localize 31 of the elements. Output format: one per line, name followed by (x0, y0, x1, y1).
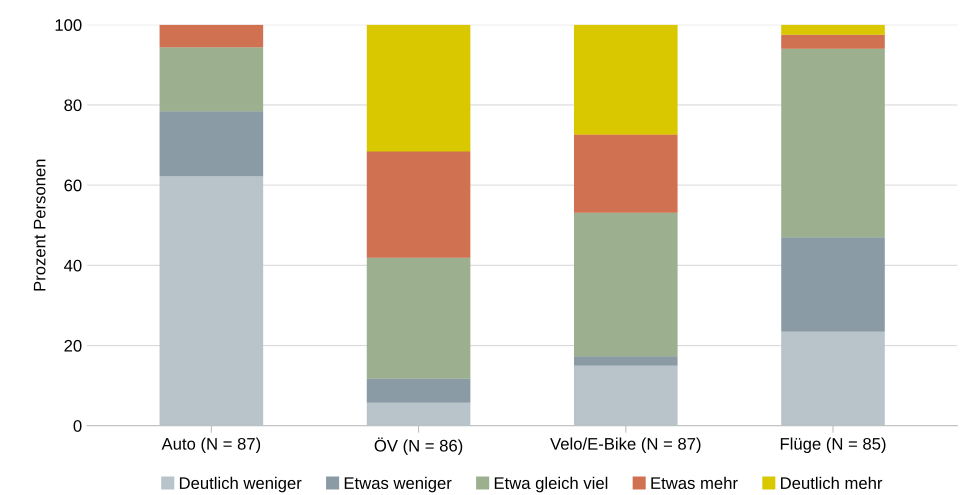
bar (366, 151, 470, 258)
legend-label: Etwas weniger (344, 476, 452, 492)
bar (366, 378, 470, 402)
legend-label: Deutlich mehr (781, 476, 882, 490)
y-tick-label: 20 (64, 340, 82, 352)
y-tick-label: 40 (64, 260, 82, 272)
bar (366, 24, 470, 152)
bar (574, 356, 678, 366)
bar (781, 48, 885, 238)
legend-label: Etwa gleich viel (494, 476, 608, 492)
bar (574, 134, 678, 213)
legend-label: Etwas mehr (651, 476, 738, 490)
bar (160, 47, 264, 112)
bar (366, 258, 470, 379)
x-tick-label: Auto (N = 87) (162, 438, 260, 454)
x-tick-label: Velo/E-Bike (N = 87) (550, 438, 700, 454)
bar (160, 111, 264, 176)
y-axis-title: Prozent Personen (34, 160, 46, 291)
x-tick-label: ÖV (N = 86) (374, 438, 462, 455)
y-tick-label: 0 (74, 420, 82, 432)
bar (574, 212, 678, 356)
y-tick-label: 80 (64, 99, 82, 112)
bar (781, 34, 885, 49)
x-tick-label: Flüge (N = 85) (780, 438, 886, 454)
y-tick-label: 60 (64, 180, 82, 192)
bar (160, 24, 264, 48)
bar (781, 237, 885, 332)
bar (574, 24, 678, 135)
bar (781, 24, 885, 35)
y-tick-label: 100 (56, 19, 82, 31)
legend-label: Deutlich weniger (180, 476, 302, 492)
